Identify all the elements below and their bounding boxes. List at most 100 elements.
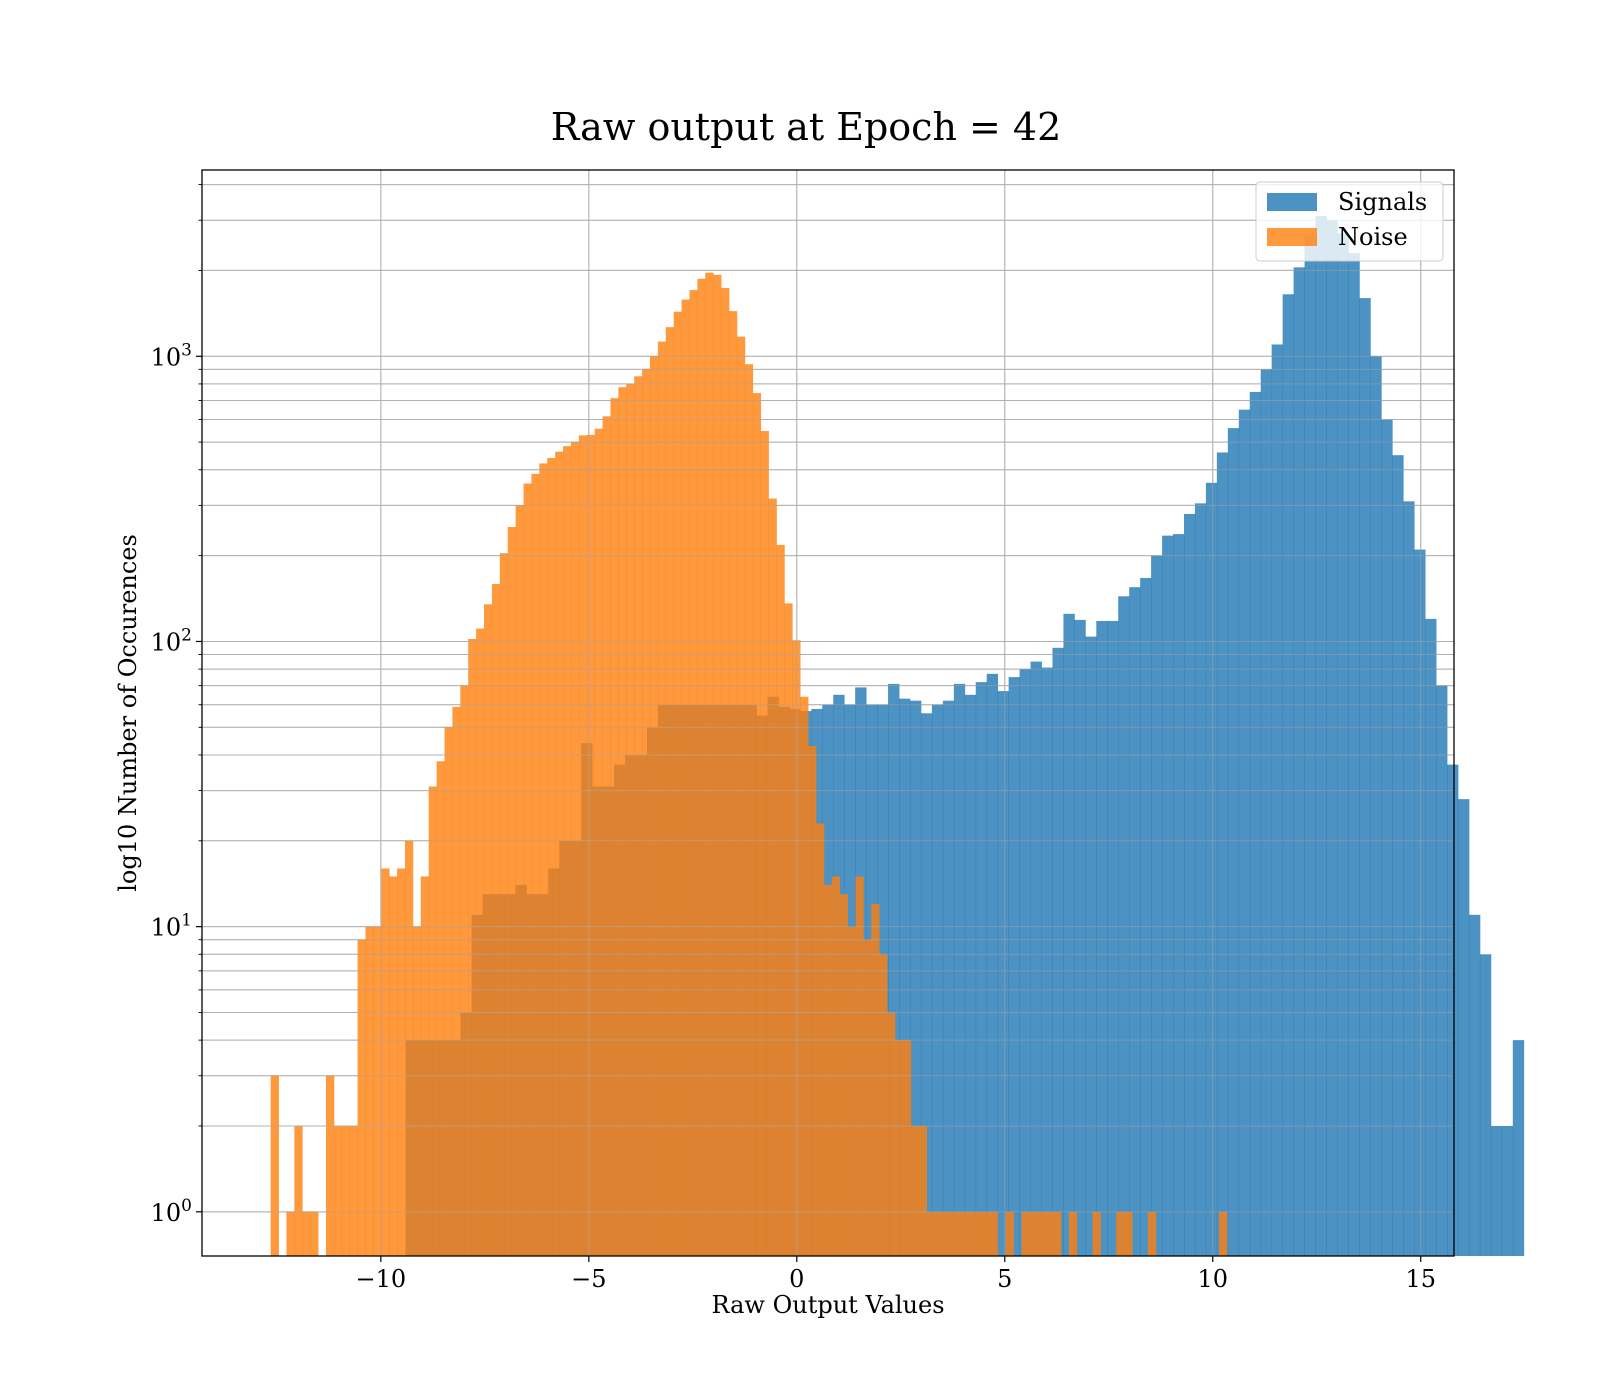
histogram-bar	[570, 441, 580, 1256]
histogram-bar	[476, 628, 485, 1256]
histogram-bar	[1447, 764, 1459, 1256]
histogram-bar	[760, 431, 769, 1256]
histogram-bar	[931, 704, 944, 1256]
histogram-bar	[800, 696, 809, 1256]
x-tick-label: 5	[997, 1265, 1012, 1293]
histogram-bar	[673, 311, 682, 1256]
histogram-bar	[1183, 513, 1196, 1256]
histogram-bar	[515, 505, 524, 1256]
histogram-bar	[1414, 549, 1426, 1256]
histogram-bar	[1227, 428, 1240, 1256]
histogram-bar	[1129, 587, 1141, 1256]
histogram-bar	[1216, 452, 1229, 1256]
y-tick-label: 103	[151, 340, 192, 371]
histogram-bars	[270, 216, 1525, 1257]
histogram-bar	[888, 683, 900, 1256]
histogram-bar	[920, 713, 933, 1256]
histogram-bar	[531, 473, 540, 1257]
histogram-bar	[942, 1211, 951, 1256]
histogram-bar	[950, 1211, 959, 1256]
chart-title: Raw output at Epoch = 42	[551, 105, 1062, 149]
histogram-bar	[855, 876, 864, 1256]
histogram-bar	[989, 1211, 999, 1256]
histogram-bar	[1162, 535, 1174, 1256]
histogram-bar	[894, 1040, 904, 1256]
y-axis-label: log10 Number of Occurences	[114, 534, 142, 892]
histogram-bar	[357, 939, 366, 1256]
x-axis-ticks: −10 −5 0 5 10 15	[356, 1256, 1436, 1293]
histogram-bar	[1019, 669, 1031, 1256]
histogram-bar	[1068, 1211, 1078, 1256]
histogram-bar	[1116, 1211, 1125, 1256]
histogram-bar	[381, 868, 390, 1256]
histogram-bar	[499, 553, 509, 1256]
histogram-bar	[452, 706, 461, 1256]
histogram-bar	[1337, 233, 1349, 1256]
histogram-bar	[1074, 619, 1086, 1256]
histogram-bar	[1005, 1211, 1014, 1256]
histogram-bar	[839, 894, 848, 1256]
histogram-bar	[953, 683, 966, 1256]
histogram-bar	[1053, 1211, 1062, 1256]
histogram-bar	[302, 1211, 311, 1256]
legend-swatch-signals	[1267, 193, 1317, 211]
histogram-bar	[1194, 503, 1207, 1257]
x-tick-label: −10	[356, 1265, 407, 1293]
histogram-bar	[1124, 1211, 1133, 1256]
histogram-bar	[1315, 216, 1327, 1256]
histogram-bar	[649, 356, 659, 1256]
histogram-bar	[1512, 1040, 1525, 1256]
histogram-bar	[1392, 455, 1404, 1256]
histogram-bar	[1151, 555, 1163, 1256]
histogram-bar	[776, 544, 785, 1256]
histogram-bar	[523, 483, 532, 1256]
histogram-bar	[721, 288, 730, 1256]
histogram-bar	[420, 876, 430, 1256]
histogram-bar	[966, 1211, 975, 1256]
histogram-bar	[1381, 419, 1393, 1256]
histogram-bar	[1490, 1125, 1503, 1256]
histogram-bar	[507, 526, 517, 1256]
histogram-bar	[736, 336, 746, 1256]
histogram-bar	[1052, 647, 1064, 1256]
histogram-bar	[1479, 954, 1492, 1256]
histogram-bar	[404, 840, 414, 1256]
histogram-bar	[484, 604, 493, 1256]
histogram-bar	[1468, 914, 1481, 1256]
histogram-bar	[681, 299, 690, 1256]
x-tick-label: 0	[789, 1265, 804, 1293]
legend: Signals Noise	[1255, 181, 1444, 262]
histogram-bar	[618, 387, 627, 1257]
histogram-bar	[665, 327, 675, 1256]
histogram-bar	[310, 1211, 319, 1256]
histogram-bar	[910, 1125, 920, 1256]
histogram-bar	[1021, 1211, 1030, 1256]
histogram-bar	[539, 463, 548, 1256]
histogram-bar	[697, 278, 706, 1257]
histogram-bar	[981, 1211, 991, 1256]
histogram-bar	[975, 682, 988, 1256]
histogram-bar	[784, 603, 793, 1256]
histogram-bar	[1037, 1211, 1046, 1256]
histogram-bar	[831, 876, 841, 1256]
histogram-bar	[997, 691, 1010, 1256]
x-tick-label: −5	[571, 1265, 606, 1293]
histogram-bar	[934, 1211, 943, 1256]
histogram-bar	[1205, 482, 1218, 1256]
histogram-bar	[768, 498, 777, 1256]
histogram-bar	[578, 435, 588, 1256]
legend-label-noise: Noise	[1338, 223, 1408, 251]
histogram-bar	[752, 393, 762, 1256]
histogram-bar	[729, 311, 738, 1256]
histogram-bar	[397, 868, 406, 1256]
histogram-bar	[1271, 344, 1284, 1256]
histogram-bar	[847, 926, 856, 1256]
legend-label-signals: Signals	[1338, 188, 1427, 216]
grid-overlay	[202, 170, 1454, 1256]
histogram-bar	[365, 926, 374, 1256]
histogram-bar	[1403, 501, 1415, 1257]
y-tick-label: 100	[151, 1196, 192, 1227]
histogram-bar	[428, 786, 437, 1256]
histogram-bar	[586, 434, 596, 1256]
series-noise	[270, 272, 1228, 1257]
